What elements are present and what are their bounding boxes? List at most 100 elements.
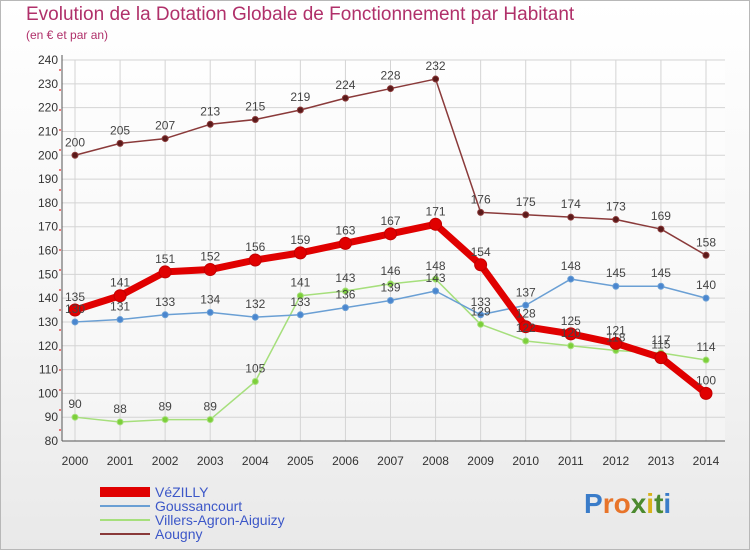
data-label-1: 148	[561, 259, 581, 273]
data-point-0	[519, 320, 533, 334]
data-label-2: 89	[204, 400, 218, 414]
data-label-3: 213	[200, 104, 220, 118]
data-label-0: 154	[471, 245, 491, 259]
legend-label-aougny: Aougny	[155, 526, 203, 542]
data-label-1: 137	[516, 285, 536, 299]
legend-item-aougny: Aougny	[100, 526, 360, 542]
data-point-3	[341, 94, 349, 102]
logo-letter: P	[584, 488, 603, 519]
x-tick-label: 2010	[512, 454, 539, 468]
data-label-1: 145	[606, 266, 626, 280]
x-tick-label: 2001	[107, 454, 134, 468]
data-label-2: 90	[68, 397, 82, 411]
data-point-2	[567, 342, 575, 350]
data-point-2	[387, 280, 394, 288]
data-point-3	[657, 225, 665, 233]
data-point-3	[702, 251, 710, 259]
logo-letter: x	[630, 488, 647, 519]
data-point-1	[116, 316, 124, 324]
data-point-1	[612, 282, 620, 290]
data-label-3: 228	[380, 69, 400, 83]
data-label-3: 175	[516, 195, 536, 209]
data-point-0	[68, 303, 82, 317]
legend-item-villers: Villers-Agron-Aiguizy	[100, 512, 360, 528]
data-point-2	[432, 275, 440, 283]
data-point-0	[113, 289, 127, 303]
data-point-3	[296, 106, 304, 114]
data-label-2: 143	[335, 271, 355, 285]
data-label-2: 105	[245, 361, 265, 375]
y-tick-label: 150	[38, 267, 58, 281]
x-tick-label: 2002	[152, 454, 179, 468]
data-label-0: 152	[200, 250, 220, 264]
y-tick-label: 190	[38, 172, 58, 186]
legend-item-vezilly: VéZILLY	[100, 484, 360, 500]
data-label-0: 141	[110, 276, 130, 290]
proxiti-logo: Proxiti	[584, 488, 671, 520]
data-point-1	[206, 308, 214, 316]
data-label-0: 151	[155, 252, 175, 266]
data-label-2: 88	[113, 402, 127, 416]
y-tick-label: 120	[38, 339, 58, 353]
x-tick-label: 2000	[62, 454, 89, 468]
legend-swatch-goussancourt	[100, 505, 150, 507]
data-label-0: 167	[380, 214, 400, 228]
data-point-2	[116, 418, 124, 426]
data-point-1	[387, 297, 394, 305]
data-point-2	[161, 416, 169, 424]
y-tick-label: 240	[38, 53, 58, 67]
data-point-2	[341, 287, 349, 295]
data-label-3: 176	[471, 192, 491, 206]
data-label-2: 141	[290, 276, 310, 290]
data-label-3: 205	[110, 123, 130, 137]
data-point-2	[702, 356, 710, 364]
data-point-0	[293, 246, 307, 260]
data-point-1	[657, 282, 665, 290]
data-point-0	[564, 327, 578, 341]
data-label-0: 159	[290, 233, 310, 247]
data-point-0	[474, 258, 488, 272]
legend-item-goussancourt: Goussancourt	[100, 498, 360, 514]
data-point-3	[522, 211, 530, 219]
data-label-1: 132	[245, 297, 265, 311]
data-point-0	[338, 236, 352, 250]
data-label-3: 215	[245, 100, 265, 114]
data-label-2: 129	[471, 304, 491, 318]
data-point-1	[71, 318, 79, 326]
data-point-1	[341, 304, 349, 312]
data-label-1: 133	[155, 295, 175, 309]
data-point-1	[161, 311, 169, 319]
data-label-1: 130	[65, 302, 85, 316]
data-point-0	[384, 227, 397, 241]
data-point-2	[71, 413, 79, 421]
x-tick-label: 2003	[197, 454, 224, 468]
logo-letter: i	[663, 488, 672, 519]
chart-title: Evolution de la Dotation Globale de Fonc…	[26, 4, 575, 25]
data-point-3	[161, 135, 169, 143]
data-label-0: 115	[651, 338, 670, 352]
data-label-2: 118	[606, 331, 625, 345]
data-label-0: 128	[516, 307, 536, 321]
data-label-1: 136	[335, 288, 355, 302]
x-tick-label: 2011	[558, 454, 584, 468]
data-label-2: 120	[561, 326, 581, 340]
y-tick-label: 130	[38, 315, 58, 329]
data-label-0: 125	[561, 314, 581, 328]
data-point-0	[158, 265, 172, 279]
data-label-1: 143	[426, 271, 446, 285]
legend-label-vezilly: VéZILLY	[155, 484, 209, 500]
data-label-1: 140	[696, 278, 716, 292]
data-label-3: 173	[606, 200, 626, 214]
data-label-1: 133	[290, 295, 310, 309]
data-point-2	[296, 292, 304, 300]
data-point-0	[699, 386, 713, 400]
data-label-3: 169	[651, 209, 671, 223]
data-label-1: 131	[110, 300, 130, 314]
legend-swatch-villers	[100, 519, 150, 521]
data-label-0: 171	[426, 204, 446, 218]
legend-label-villers: Villers-Agron-Aiguizy	[155, 512, 285, 528]
data-label-1: 139	[380, 281, 400, 295]
data-label-0: 100	[696, 373, 716, 387]
y-tick-label: 200	[38, 148, 58, 162]
data-point-1	[567, 275, 575, 283]
